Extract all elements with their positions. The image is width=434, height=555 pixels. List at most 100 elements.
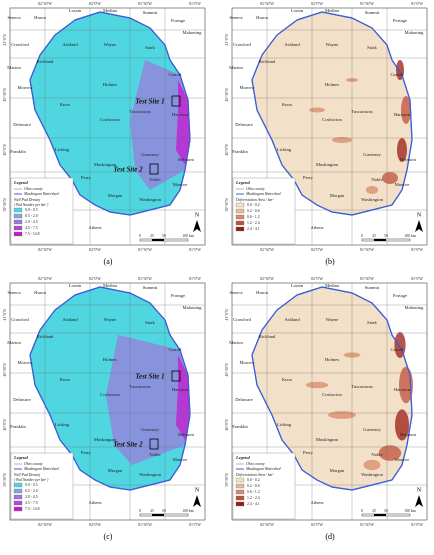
legend-class: 1.2 - 2.4 bbox=[247, 221, 260, 225]
legend-item: Ohio county bbox=[24, 187, 43, 191]
scale-label: 0 bbox=[139, 509, 141, 513]
scale-label: 50 bbox=[162, 509, 166, 513]
longitude-label: 81°0'W bbox=[411, 1, 423, 6]
legend-title: Legend bbox=[13, 180, 28, 185]
legend-swatch bbox=[235, 501, 245, 507]
longitude-label: 82°0'W bbox=[311, 1, 323, 6]
county-label: Athens bbox=[88, 225, 101, 230]
panel-caption: (a) bbox=[104, 257, 113, 266]
test-site-box bbox=[149, 163, 159, 175]
legend-swatch bbox=[235, 489, 245, 495]
north-label: N bbox=[417, 487, 422, 493]
county-label: Harrison bbox=[172, 112, 189, 117]
longitude-label: 81°30'W bbox=[138, 276, 152, 281]
longitude-label: 81°30'W bbox=[360, 276, 374, 281]
county-label: Guernsey bbox=[363, 427, 381, 432]
watershed-outline bbox=[29, 286, 191, 491]
county-label: Seneca bbox=[7, 15, 20, 20]
scale-label: 25 bbox=[372, 234, 376, 238]
longitude-label: 82°30'W bbox=[38, 247, 52, 252]
county-label: Marion bbox=[7, 65, 21, 70]
deforestation-patch bbox=[332, 137, 352, 143]
longitude-label: 81°30'W bbox=[360, 247, 374, 252]
north-label: N bbox=[195, 212, 200, 218]
county-label: Wayne bbox=[326, 317, 339, 322]
county-label: Portage bbox=[393, 293, 407, 298]
county-label: Holmes bbox=[325, 357, 340, 362]
legend-title: Legend bbox=[13, 455, 28, 460]
legend-subtitle: Deforestation Area / km² bbox=[235, 198, 274, 202]
county-label: Morgan bbox=[330, 468, 345, 473]
scale-label: 0 bbox=[361, 509, 363, 513]
county-label: Richland bbox=[259, 334, 276, 339]
county-label: Washington bbox=[139, 197, 162, 202]
legend-unit: ( Pad Number per km² ) bbox=[14, 478, 49, 482]
county-label: Franklin bbox=[10, 424, 26, 429]
legend-class: 4.5 - 7.5 bbox=[25, 501, 38, 505]
longitude-label: 81°0'W bbox=[189, 247, 201, 252]
legend-class: 7.5 - 14.8 bbox=[25, 507, 40, 511]
county-label: Carroll bbox=[390, 72, 404, 77]
legend-swatch bbox=[235, 208, 245, 214]
county-label: Stark bbox=[367, 45, 377, 50]
latitude-label: 39°30'N bbox=[224, 473, 229, 486]
county-label: Licking bbox=[55, 422, 70, 427]
county-label: Marion bbox=[229, 65, 243, 70]
county-label: Marion bbox=[229, 340, 243, 345]
county-label: Portage bbox=[393, 18, 407, 23]
latitude-label: 41°0'N bbox=[2, 309, 7, 320]
latitude-label: 40°30'N bbox=[224, 363, 229, 376]
county-label: Morgan bbox=[108, 468, 123, 473]
longitude-label: 82°30'W bbox=[260, 247, 274, 252]
county-label: Summit bbox=[143, 10, 158, 15]
scale-label: 100 km bbox=[404, 234, 416, 238]
latitude-label: 41°0'N bbox=[224, 309, 229, 320]
legend-item: Muskingum Watershed bbox=[23, 192, 59, 196]
county-label: Perry bbox=[303, 450, 314, 455]
county-label: Medina bbox=[103, 283, 117, 288]
county-label: Huron bbox=[34, 15, 46, 20]
county-label: Belmont bbox=[178, 157, 195, 162]
county-label: Muskingum bbox=[316, 437, 339, 442]
county-label: Monroe bbox=[395, 457, 410, 462]
watershed-outline bbox=[251, 11, 413, 216]
county-label: Delaware bbox=[235, 397, 253, 402]
legend-swatch bbox=[235, 214, 245, 220]
county-label: Huron bbox=[256, 290, 268, 295]
county-label: Perry bbox=[81, 450, 92, 455]
county-label: Portage bbox=[171, 293, 185, 298]
county-label: Morrow bbox=[17, 85, 33, 90]
county-label: Perry bbox=[81, 175, 92, 180]
county-label: Medina bbox=[103, 8, 117, 13]
latitude-label: 40°0'N bbox=[2, 419, 7, 430]
panel-caption: (d) bbox=[325, 532, 335, 541]
county-label: Tuscarawas bbox=[129, 384, 151, 389]
legend-item: Ohio county bbox=[246, 462, 265, 466]
longitude-label: 81°30'W bbox=[138, 247, 152, 252]
county-label: Crawford bbox=[233, 42, 251, 47]
county-label: Washington bbox=[361, 472, 384, 477]
deforestation-patch bbox=[395, 409, 409, 441]
county-label: Stark bbox=[145, 45, 155, 50]
legend-class: 7.5 - 14.8 bbox=[25, 232, 40, 236]
county-label: Muskingum bbox=[94, 162, 117, 167]
test-site-box bbox=[149, 438, 159, 450]
legend-class: 0.2 - 0.6 bbox=[247, 484, 260, 488]
legend-swatch bbox=[13, 219, 23, 225]
county-label: Noble bbox=[371, 452, 382, 457]
county-label: Crawford bbox=[11, 317, 29, 322]
county-label: Mahoning bbox=[183, 305, 203, 310]
county-label: Tuscarawas bbox=[129, 109, 151, 114]
deforestation-patch bbox=[401, 96, 411, 124]
county-label: Huron bbox=[256, 15, 268, 20]
test-site-label: Test Site 2 bbox=[113, 166, 143, 174]
latitude-label: 41°0'N bbox=[2, 34, 7, 45]
scale-bar-fill bbox=[374, 514, 386, 516]
county-label: Summit bbox=[365, 10, 380, 15]
scale-label: 50 bbox=[162, 234, 166, 238]
county-label: Carroll bbox=[390, 347, 404, 352]
county-label: Harrison bbox=[394, 387, 411, 392]
county-label: Stark bbox=[367, 320, 377, 325]
county-label: Crawford bbox=[11, 42, 29, 47]
